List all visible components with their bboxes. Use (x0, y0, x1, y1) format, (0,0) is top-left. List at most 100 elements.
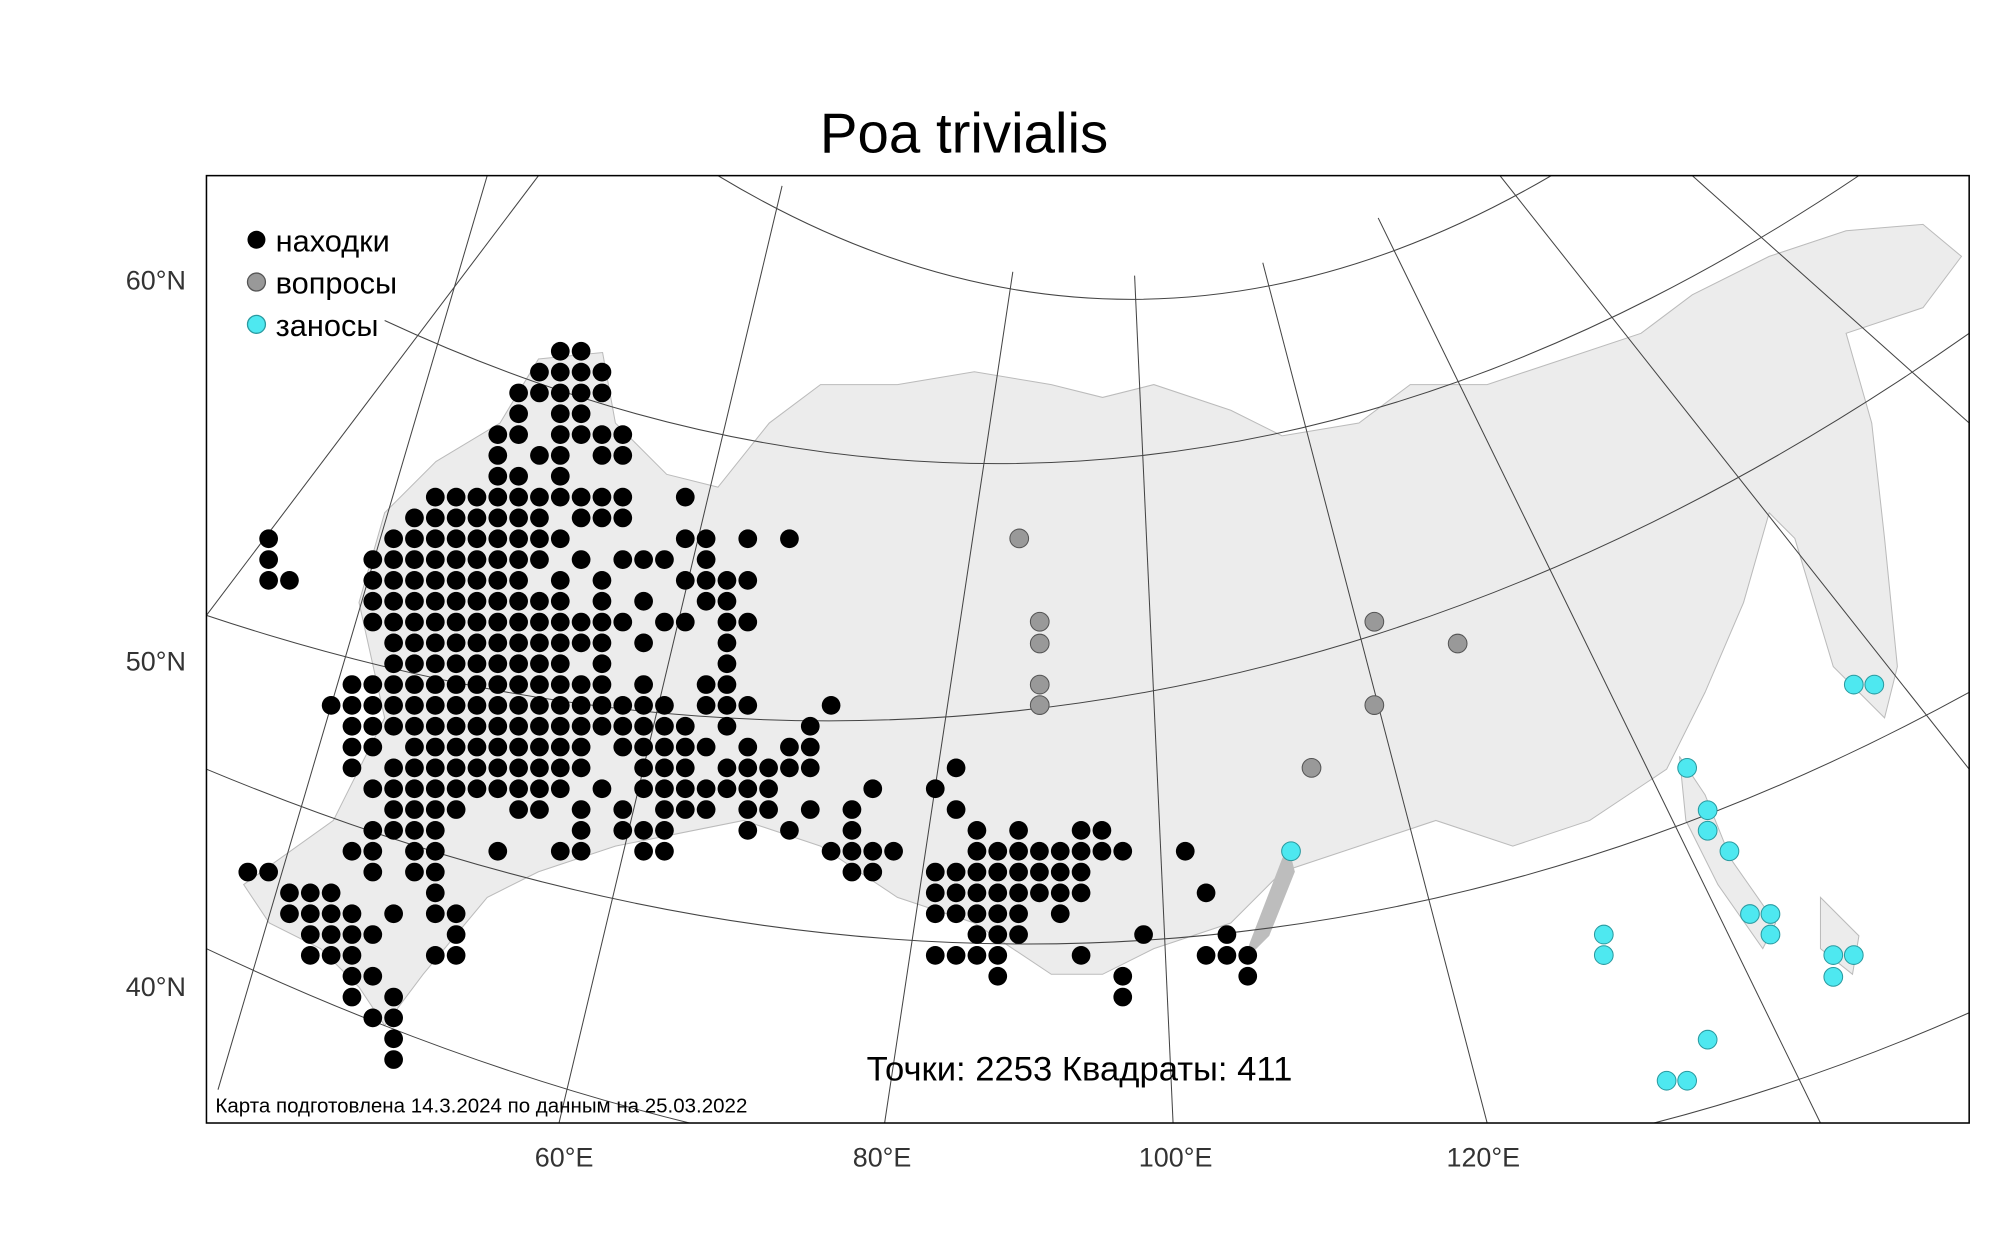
find-dot (988, 904, 1008, 924)
find-dot (592, 508, 612, 528)
find-dot (446, 633, 466, 653)
find-dot (634, 591, 653, 611)
find-dot (550, 758, 570, 778)
find-dot (550, 696, 570, 715)
find-dot (467, 758, 487, 778)
find-dot (738, 758, 758, 778)
find-dot (384, 904, 403, 924)
meridian (217, 175, 488, 1090)
introduced-dot (1593, 945, 1614, 965)
meridian (1377, 217, 1821, 1124)
find-dot (675, 758, 695, 778)
find-dot (425, 550, 445, 569)
find-dot (425, 883, 445, 903)
find-dot (238, 862, 258, 882)
find-dot (550, 654, 570, 674)
find-dot (1050, 883, 1070, 903)
map-note: Карта подготовлена 14.3.2024 по данным н… (215, 1095, 747, 1118)
find-dot (571, 362, 591, 382)
find-dot (738, 800, 758, 819)
find-dot (571, 612, 591, 632)
stats-text: Точки: 2253 Квадраты: 411 (867, 1051, 1293, 1089)
find-dot (384, 529, 403, 549)
find-dot (488, 737, 508, 757)
find-dot (613, 612, 633, 632)
find-dot (509, 591, 528, 611)
find-dot (571, 821, 591, 840)
find-dot (696, 696, 716, 715)
find-dot (675, 716, 695, 736)
find-dot (759, 779, 778, 799)
find-dot (1113, 966, 1133, 986)
find-dot (592, 696, 612, 715)
find-dot (717, 696, 737, 715)
find-dot (967, 904, 987, 924)
find-dot (530, 550, 549, 569)
find-dot (780, 821, 799, 840)
find-dot (946, 758, 966, 778)
find-dot (363, 925, 383, 944)
find-dot (300, 925, 320, 944)
find-dot (530, 800, 549, 819)
find-dot (509, 654, 528, 674)
find-dot (717, 591, 737, 611)
find-dot (571, 487, 591, 507)
find-dot (342, 737, 362, 757)
find-dot (780, 737, 799, 757)
introduced-dot (1697, 820, 1718, 841)
find-dot (571, 508, 591, 528)
find-dot (988, 966, 1008, 986)
find-dot (259, 862, 278, 882)
find-dot (488, 466, 508, 486)
find-dot (342, 758, 362, 778)
find-dot (530, 487, 549, 507)
find-dot (592, 633, 612, 653)
find-dot (780, 758, 799, 778)
find-dot (446, 696, 466, 715)
find-dot (634, 758, 653, 778)
find-dot (1071, 841, 1091, 861)
find-dot (446, 758, 466, 778)
find-dot (363, 550, 383, 569)
find-dot (717, 571, 737, 590)
find-dot (1009, 883, 1028, 903)
find-dot (655, 550, 674, 569)
find-dot (488, 654, 508, 674)
find-dot (655, 758, 674, 778)
find-dot (571, 675, 591, 694)
find-dot (488, 508, 508, 528)
find-dot (634, 779, 653, 799)
find-dot (405, 529, 424, 549)
question-dot (1029, 695, 1050, 715)
find-dot (571, 737, 591, 757)
find-dot (675, 800, 695, 819)
find-dot (321, 925, 341, 944)
legend-label: заносы (276, 308, 379, 343)
find-dot (321, 904, 341, 924)
find-dot (592, 425, 612, 444)
find-dot (550, 675, 570, 694)
find-dot (821, 696, 841, 715)
find-dot (925, 946, 945, 965)
parallel (206, 948, 1970, 1124)
baikal (1243, 846, 1295, 962)
find-dot (509, 550, 528, 569)
find-dot (425, 675, 445, 694)
introduced-dot (1677, 758, 1698, 778)
find-dot (1030, 841, 1049, 861)
map-area (206, 175, 1970, 1124)
find-dot (592, 362, 612, 382)
find-dot (675, 571, 695, 590)
lon-label: 100°E (1139, 1143, 1213, 1173)
find-dot (342, 904, 362, 924)
find-dot (363, 1008, 383, 1028)
find-dot (696, 779, 716, 799)
find-dot (405, 675, 424, 694)
find-dot (446, 550, 466, 569)
introduced-dot (1697, 1029, 1718, 1050)
question-dot (1447, 633, 1468, 654)
find-dot (530, 362, 549, 382)
find-dot (738, 571, 758, 590)
find-dot (425, 508, 445, 528)
find-dot (800, 716, 820, 736)
